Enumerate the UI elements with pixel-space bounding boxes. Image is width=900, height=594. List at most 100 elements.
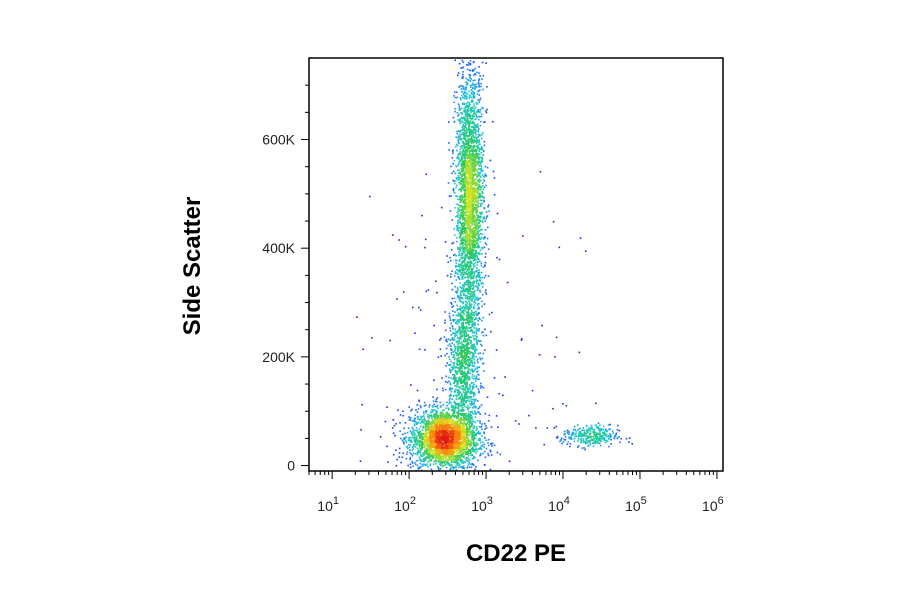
scatter-point bbox=[446, 274, 449, 277]
scatter-point bbox=[580, 432, 583, 435]
scatter-point bbox=[419, 458, 421, 461]
scatter-point bbox=[475, 258, 477, 261]
scatter-point bbox=[452, 189, 455, 192]
scatter-point bbox=[477, 233, 479, 235]
scatter-point bbox=[467, 147, 469, 149]
scatter-point bbox=[594, 431, 596, 433]
scatter-point bbox=[478, 271, 481, 274]
scatter-point bbox=[598, 433, 600, 435]
scatter-point bbox=[466, 447, 468, 450]
scatter-point bbox=[579, 431, 582, 433]
scatter-point bbox=[458, 195, 461, 198]
scatter-point bbox=[465, 415, 467, 418]
scatter-point bbox=[462, 144, 465, 147]
scatter-point bbox=[587, 444, 590, 447]
scatter-point bbox=[438, 455, 440, 457]
scatter-point bbox=[611, 430, 614, 433]
scatter-point bbox=[574, 429, 576, 431]
scatter-point bbox=[411, 433, 414, 435]
scatter-point bbox=[610, 435, 612, 438]
scatter-point bbox=[466, 397, 469, 399]
scatter-point bbox=[469, 282, 471, 284]
scatter-point bbox=[461, 198, 464, 200]
scatter-point bbox=[462, 66, 465, 68]
scatter-point bbox=[465, 123, 468, 126]
scatter-point bbox=[466, 386, 468, 388]
scatter-point bbox=[488, 438, 490, 441]
scatter-point bbox=[462, 61, 465, 64]
scatter-point bbox=[469, 248, 472, 251]
scatter-point bbox=[469, 120, 472, 122]
scatter-point bbox=[419, 440, 421, 442]
scatter-point bbox=[466, 425, 468, 428]
scatter-point bbox=[463, 271, 466, 273]
scatter-point bbox=[475, 164, 478, 166]
scatter-point bbox=[415, 409, 417, 411]
scatter-point bbox=[476, 378, 478, 380]
scatter-point bbox=[464, 414, 467, 417]
scatter-point bbox=[463, 420, 465, 422]
scatter-point bbox=[448, 142, 450, 144]
scatter-point bbox=[460, 353, 462, 356]
scatter-point bbox=[461, 247, 463, 250]
scatter-point bbox=[361, 403, 363, 406]
scatter-point bbox=[459, 200, 462, 202]
scatter-point bbox=[455, 372, 458, 374]
scatter-point bbox=[470, 243, 472, 245]
scatter-point bbox=[463, 226, 465, 229]
scatter-point bbox=[452, 367, 455, 369]
scatter-point bbox=[433, 456, 436, 458]
scatter-point bbox=[493, 193, 496, 196]
scatter-point bbox=[480, 113, 483, 115]
scatter-point bbox=[417, 439, 419, 441]
scatter-point bbox=[415, 438, 417, 440]
scatter-point bbox=[420, 449, 422, 451]
scatter-point bbox=[470, 340, 472, 342]
scatter-point bbox=[473, 93, 475, 95]
scatter-point bbox=[432, 409, 434, 411]
scatter-point bbox=[465, 281, 467, 284]
scatter-point bbox=[427, 457, 429, 459]
scatter-point bbox=[460, 454, 463, 456]
scatter-point bbox=[463, 193, 466, 196]
scatter-point bbox=[464, 162, 466, 165]
scatter-point bbox=[468, 421, 470, 423]
scatter-point bbox=[460, 188, 462, 190]
scatter-point bbox=[465, 367, 467, 369]
scatter-point bbox=[446, 352, 448, 355]
scatter-point bbox=[472, 230, 474, 233]
scatter-point bbox=[480, 85, 482, 88]
scatter-point bbox=[463, 257, 466, 259]
scatter-point bbox=[424, 426, 426, 428]
scatter-point bbox=[450, 303, 453, 305]
scatter-point bbox=[476, 86, 478, 88]
scatter-point bbox=[467, 120, 469, 122]
scatter-point bbox=[456, 352, 459, 355]
scatter-point bbox=[461, 290, 463, 292]
scatter-point bbox=[462, 141, 464, 143]
scatter-point bbox=[427, 422, 429, 425]
scatter-point bbox=[450, 302, 452, 304]
scatter-point bbox=[452, 356, 454, 358]
scatter-point bbox=[453, 411, 455, 413]
scatter-point bbox=[396, 298, 398, 300]
scatter-point bbox=[585, 442, 588, 444]
scatter-point bbox=[446, 340, 448, 343]
scatter-point bbox=[444, 319, 446, 322]
scatter-point bbox=[425, 451, 427, 454]
scatter-point bbox=[465, 452, 468, 454]
scatter-point bbox=[481, 253, 483, 255]
scatter-point bbox=[506, 281, 509, 284]
scatter-point bbox=[460, 238, 463, 240]
scatter-point bbox=[462, 124, 465, 126]
scatter-point bbox=[460, 372, 463, 375]
scatter-point bbox=[472, 61, 475, 64]
scatter-point bbox=[449, 330, 452, 332]
scatter-point bbox=[461, 85, 464, 87]
scatter-point bbox=[470, 251, 472, 254]
scatter-point bbox=[460, 290, 462, 293]
scatter-point bbox=[472, 168, 475, 171]
scatter-point bbox=[470, 303, 473, 306]
scatter-point bbox=[435, 457, 437, 460]
scatter-point bbox=[477, 358, 479, 361]
